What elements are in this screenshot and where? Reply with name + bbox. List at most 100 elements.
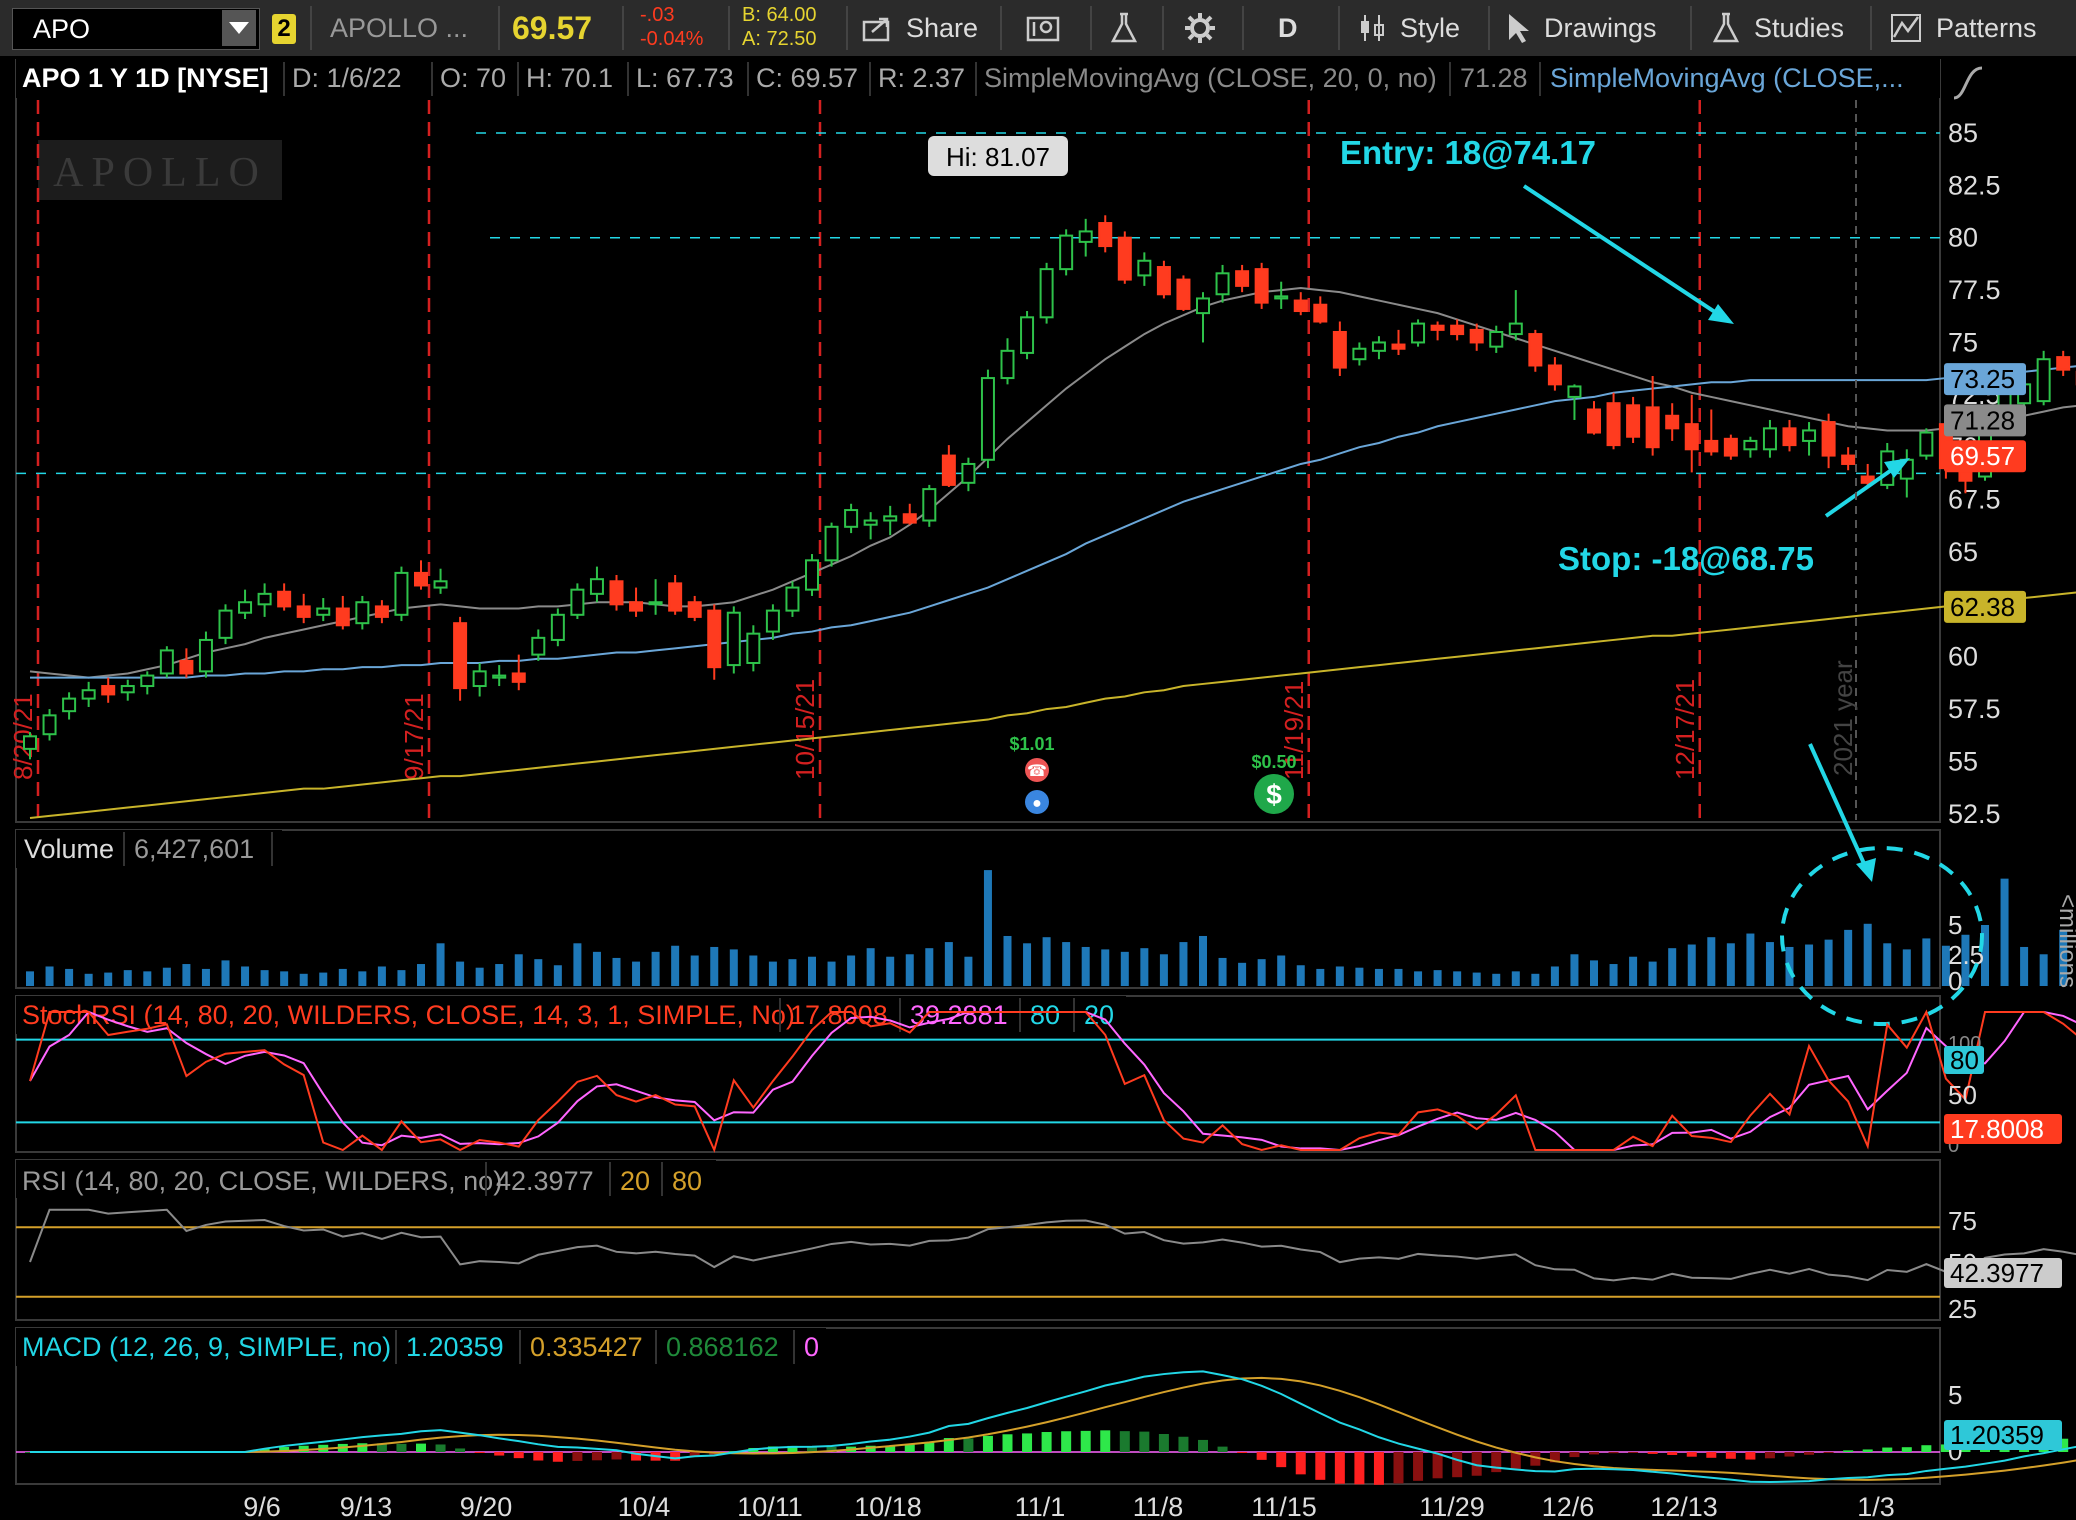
volume-bar bbox=[964, 956, 973, 986]
macd-histogram-bar bbox=[1198, 1439, 1208, 1452]
volume-bar bbox=[534, 959, 543, 986]
last-price: 69.57 bbox=[512, 9, 593, 46]
volume-bar bbox=[1550, 966, 1559, 986]
share-button[interactable]: Share bbox=[862, 0, 978, 56]
macd-histogram-bar bbox=[474, 1452, 485, 1453]
volume-bar bbox=[143, 971, 152, 986]
candle-body bbox=[277, 590, 292, 608]
volume-bar bbox=[1316, 968, 1325, 986]
time-tick: 11/1 bbox=[1015, 1492, 1066, 1520]
candle-body bbox=[1293, 299, 1308, 313]
macd-histogram-bar bbox=[1784, 1452, 1795, 1457]
macd-histogram-bar bbox=[1628, 1452, 1639, 1453]
link-badge[interactable]: 2 bbox=[272, 14, 296, 44]
volume-bar bbox=[632, 961, 641, 986]
candle-body bbox=[1098, 222, 1113, 248]
volume-bar bbox=[280, 971, 289, 986]
volume-bar bbox=[1140, 948, 1149, 986]
svg-text:$: $ bbox=[1266, 779, 1282, 810]
volume-bar bbox=[1648, 961, 1657, 986]
sma20-value: 71.28 bbox=[1460, 63, 1528, 93]
macd-histogram-bar bbox=[1823, 1452, 1834, 1453]
sma50-line bbox=[30, 365, 2076, 679]
rsi-ob-value: 80 bbox=[672, 1166, 702, 1196]
candle-body bbox=[1391, 343, 1406, 350]
style-label: Style bbox=[1400, 12, 1461, 43]
horizontal-lines bbox=[16, 132, 1940, 475]
aggregation-button[interactable]: D bbox=[1278, 0, 1298, 56]
studies-button[interactable]: Studies bbox=[1712, 0, 1844, 56]
settings-button[interactable] bbox=[1184, 0, 1216, 56]
price-axis-settings-icon[interactable] bbox=[1948, 62, 1988, 102]
volume-bar bbox=[1981, 925, 1989, 986]
sma200-price-badge: 62.38 bbox=[1950, 592, 2015, 622]
candle-body bbox=[1489, 330, 1504, 348]
volume-bar bbox=[1941, 945, 1950, 986]
rsi-value: 42.3977 bbox=[496, 1166, 594, 1196]
macd-legend: MACD (12, 26, 9, SIMPLE, no) 1.20359 0.3… bbox=[16, 1328, 826, 1366]
volume-bar bbox=[1081, 946, 1090, 986]
drawings-button[interactable]: Drawings bbox=[1506, 0, 1657, 56]
time-tick: 11/8 bbox=[1133, 1492, 1184, 1520]
macd-histogram-bar bbox=[1491, 1452, 1502, 1473]
candle-body bbox=[668, 582, 683, 612]
stop-arrow bbox=[1824, 462, 1902, 518]
candle-body bbox=[472, 670, 487, 688]
hi-label-box: Hi: 81.07 bbox=[928, 136, 1068, 176]
stochrsi-d-line bbox=[29, 1010, 2076, 1152]
candle-body bbox=[1254, 268, 1269, 304]
macd-value: 1.20359 bbox=[406, 1332, 504, 1362]
stochrsi-lines bbox=[16, 1009, 2076, 1153]
candle-body bbox=[629, 601, 644, 612]
stochrsi-ob-value: 80 bbox=[1030, 1000, 1060, 1030]
svg-text:0: 0 bbox=[1948, 966, 1962, 996]
volume-arrowhead bbox=[1856, 858, 1876, 882]
volume-bar bbox=[710, 946, 719, 986]
candle-body bbox=[824, 525, 839, 562]
volume-bar bbox=[358, 971, 367, 986]
last-badge-box bbox=[1944, 440, 2026, 473]
patterns-button[interactable]: Patterns bbox=[1890, 0, 2037, 56]
macd-histogram-bar bbox=[1276, 1452, 1287, 1468]
candle-body bbox=[1411, 322, 1426, 344]
macd-histogram-bar bbox=[611, 1452, 622, 1460]
candle-body bbox=[62, 697, 77, 713]
event-date-label: 12/17/21 bbox=[1670, 679, 1700, 780]
volume-label: Volume bbox=[24, 834, 114, 864]
volume-bar bbox=[475, 967, 484, 986]
style-button[interactable]: Style bbox=[1358, 0, 1460, 56]
studies-flask-button[interactable] bbox=[1110, 0, 1138, 56]
volume-bar bbox=[319, 972, 328, 986]
price-tick: 82.5 bbox=[1948, 170, 2001, 200]
candle-body bbox=[1156, 266, 1171, 296]
chart-settings-button[interactable] bbox=[1026, 0, 1060, 56]
symbol-dropdown-button[interactable] bbox=[222, 10, 256, 46]
volume-bar bbox=[1492, 973, 1501, 986]
volume-bar bbox=[456, 961, 465, 986]
macd-histogram-bar bbox=[1158, 1433, 1169, 1452]
candle-body bbox=[1547, 364, 1562, 386]
macd-zero-value: 0 bbox=[804, 1332, 819, 1362]
volume-value: 6,427,601 bbox=[134, 834, 254, 864]
candle-body bbox=[1665, 414, 1680, 430]
volume-bar bbox=[514, 954, 523, 986]
dividend-icon[interactable] bbox=[1254, 774, 1294, 814]
macd-histogram-bar bbox=[767, 1446, 778, 1452]
candle-body bbox=[550, 613, 565, 641]
macd-histogram-bar bbox=[1061, 1431, 1072, 1452]
symbol-input[interactable]: APO bbox=[12, 8, 260, 50]
chart[interactable]: APO 1 Y 1D [NYSE] D: 1/6/22 O: 70 H: 70.… bbox=[0, 56, 2076, 1520]
macd-histogram-bar bbox=[1393, 1452, 1404, 1484]
chevron-down-icon bbox=[229, 22, 249, 34]
rsi-badge: 42.3977 bbox=[1950, 1258, 2044, 1288]
svg-text:5: 5 bbox=[1948, 1380, 1962, 1410]
earnings-phone-icon[interactable] bbox=[1025, 758, 1049, 782]
volume-bar bbox=[983, 870, 992, 986]
candle-body bbox=[1528, 333, 1543, 367]
candle-body bbox=[1000, 349, 1015, 380]
candle-body bbox=[648, 601, 663, 606]
volume-bar bbox=[260, 970, 269, 986]
volume-bar bbox=[729, 949, 738, 986]
info-bulb-icon[interactable] bbox=[1025, 790, 1049, 814]
candle-body bbox=[1176, 278, 1191, 310]
